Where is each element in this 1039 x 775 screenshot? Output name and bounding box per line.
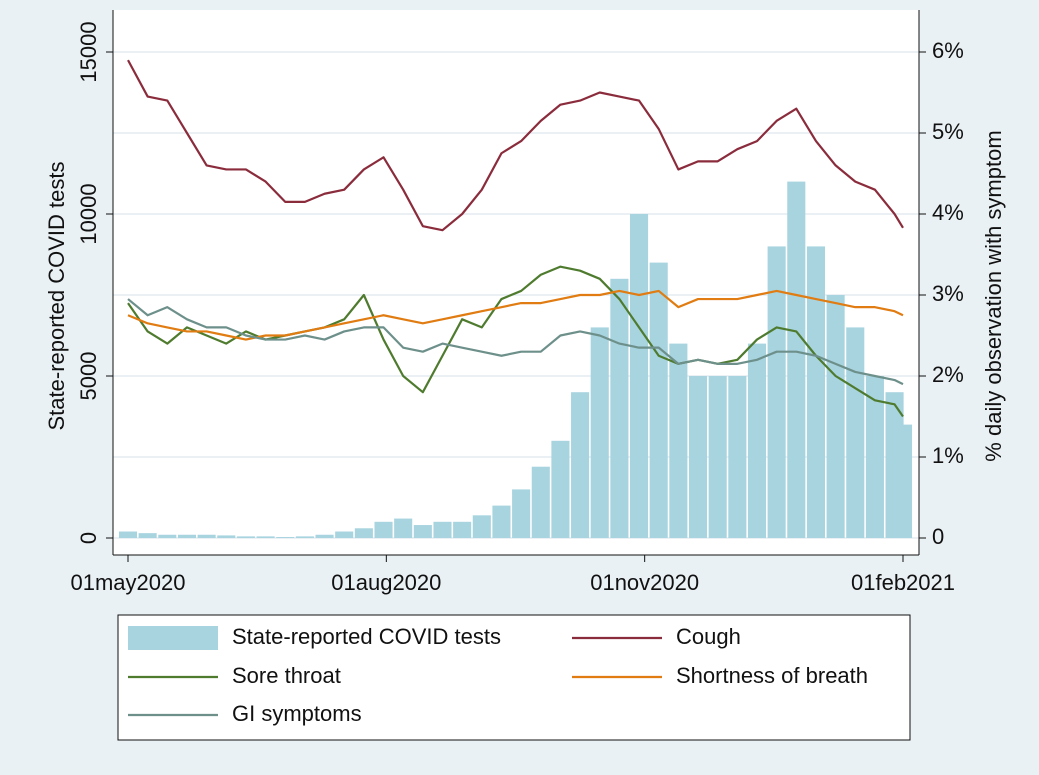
- bar: [472, 515, 491, 538]
- y2-tick-label: 2%: [932, 362, 964, 387]
- x-tick-label: 01aug2020: [331, 570, 441, 595]
- bar: [492, 505, 511, 538]
- y2-tick-label: 5%: [932, 119, 964, 144]
- legend-label: Cough: [676, 624, 741, 649]
- y-tick-label: 5000: [76, 352, 101, 401]
- y2-tick-label: 6%: [932, 38, 964, 63]
- bar: [708, 376, 727, 538]
- y-tick-label: 10000: [76, 183, 101, 244]
- bar: [747, 343, 767, 538]
- bar: [374, 521, 393, 538]
- legend-label: Sore throat: [232, 663, 341, 688]
- y-tick-label: 15000: [76, 21, 101, 82]
- bar: [394, 518, 413, 538]
- bar: [512, 489, 531, 538]
- y2-tick-label: 1%: [932, 443, 964, 468]
- bar: [551, 440, 570, 538]
- bar: [256, 536, 275, 538]
- bar: [177, 534, 197, 538]
- x-tick-label: 01may2020: [71, 570, 186, 595]
- line: [127, 289, 904, 341]
- bar: [453, 521, 472, 538]
- bar: [826, 295, 845, 538]
- bar: [630, 214, 649, 538]
- bar: [531, 466, 550, 538]
- bar: [610, 278, 629, 538]
- y2-tick-label: 4%: [932, 200, 964, 225]
- legend-label: Shortness of breath: [676, 663, 868, 688]
- bar: [138, 533, 157, 538]
- legend-box: [117, 614, 911, 741]
- bar: [295, 536, 314, 538]
- bar: [276, 537, 295, 538]
- bar: [413, 525, 432, 538]
- bar: [236, 536, 255, 538]
- y2-tick-label: 0: [932, 524, 944, 549]
- legend-label: GI symptoms: [232, 701, 362, 726]
- y2-tick-label: 3%: [932, 281, 964, 306]
- bar: [787, 181, 806, 538]
- bar: [688, 376, 708, 538]
- line: [127, 59, 904, 232]
- bar: [669, 343, 688, 538]
- bar: [893, 424, 913, 538]
- bar: [118, 531, 138, 538]
- bar: [590, 327, 609, 538]
- y-tick-label: 0: [76, 532, 101, 544]
- y-axis-title: State-reported COVID tests: [44, 162, 69, 431]
- bar: [649, 262, 668, 538]
- bar: [315, 534, 334, 538]
- bar: [217, 535, 236, 538]
- legend-label: State-reported COVID tests: [232, 624, 501, 649]
- bar: [158, 534, 177, 538]
- bar: [571, 392, 590, 538]
- bar: [728, 376, 747, 538]
- x-tick-label: 01nov2020: [590, 570, 699, 595]
- bar: [767, 246, 786, 538]
- bar: [335, 531, 354, 538]
- bar: [433, 521, 452, 538]
- legend-swatch: [128, 626, 218, 650]
- y2-axis-title: % daily observation with symptom: [981, 130, 1006, 461]
- bar: [354, 528, 373, 538]
- x-tick-label: 01feb2021: [851, 570, 955, 595]
- bar: [846, 327, 865, 538]
- bar: [865, 376, 884, 538]
- bar: [197, 534, 216, 538]
- line: [127, 298, 904, 386]
- bar: [806, 246, 825, 538]
